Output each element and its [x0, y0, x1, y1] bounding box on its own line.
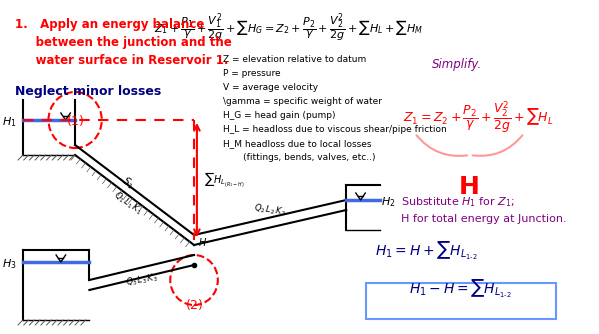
Text: $\mathbf{H}$: $\mathbf{H}$: [458, 175, 479, 199]
Text: $Z_1=Z_2+\dfrac{P_2}{\gamma}+\dfrac{V_2^2}{2g}+\sum H_L$: $Z_1=Z_2+\dfrac{P_2}{\gamma}+\dfrac{V_2^…: [403, 100, 554, 136]
Text: $Q_2\,L_2\,K_2$: $Q_2\,L_2\,K_2$: [253, 201, 287, 218]
Text: P = pressure: P = pressure: [223, 69, 280, 78]
Text: $\sum H_{L_{(R_1-H)}}$: $\sum H_{L_{(R_1-H)}}$: [204, 170, 244, 189]
Text: Z = elevation relative to datum: Z = elevation relative to datum: [223, 55, 366, 64]
Text: $H_3$: $H_3$: [2, 257, 17, 271]
Text: 1.   Apply an energy balance
     between the junction and the
     water surfac: 1. Apply an energy balance between the j…: [15, 18, 232, 67]
Text: $H_1 = H + \sum H_{L_{1\text{-}2}}$: $H_1 = H + \sum H_{L_{1\text{-}2}}$: [375, 240, 478, 262]
Text: (fittings, bends, valves, etc..): (fittings, bends, valves, etc..): [223, 153, 375, 162]
Text: Substitute $H_1$ for $Z_1$;
H for total energy at Junction.: Substitute $H_1$ for $Z_1$; H for total …: [401, 195, 567, 223]
Text: $Q_3\,L_3\,K_3$: $Q_3\,L_3\,K_3$: [125, 271, 159, 289]
Text: $H_1$: $H_1$: [2, 115, 17, 129]
Text: \gamma = specific weight of water: \gamma = specific weight of water: [223, 97, 382, 106]
Text: $S_1$: $S_1$: [119, 174, 136, 192]
Text: H_G = head gain (pump): H_G = head gain (pump): [223, 111, 335, 120]
Text: H_M headloss due to local losses: H_M headloss due to local losses: [223, 139, 371, 148]
Text: $H_1 - H = \sum H_{L_{1\text{-}2}}$: $H_1 - H = \sum H_{L_{1\text{-}2}}$: [409, 278, 512, 300]
Text: $H$: $H$: [198, 236, 207, 248]
FancyBboxPatch shape: [366, 283, 556, 319]
Text: Simplify.: Simplify.: [432, 58, 482, 71]
Text: $(1)$: $(1)$: [66, 113, 84, 128]
Text: Neglect minor losses: Neglect minor losses: [15, 85, 162, 98]
Text: $Z_1+\dfrac{P_1}{\gamma}+\dfrac{V_1^2}{2g}+\sum H_G = Z_2+\dfrac{P_2}{\gamma}+\d: $Z_1+\dfrac{P_1}{\gamma}+\dfrac{V_1^2}{2…: [153, 11, 423, 44]
Text: $Q_1\,L_1\,K_1$: $Q_1\,L_1\,K_1$: [111, 189, 144, 217]
Text: H_L = headloss due to viscous shear/pipe friction: H_L = headloss due to viscous shear/pipe…: [223, 125, 446, 134]
Text: $(2)$: $(2)$: [184, 298, 204, 313]
Text: $H_2$: $H_2$: [382, 195, 396, 209]
Text: V = average velocity: V = average velocity: [223, 83, 317, 92]
